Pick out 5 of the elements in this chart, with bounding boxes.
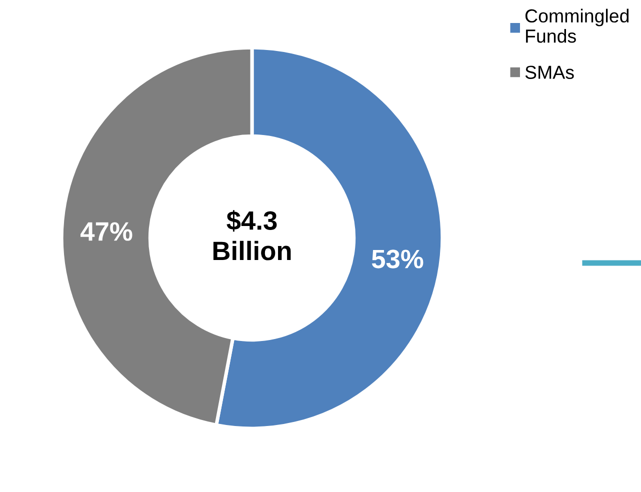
data-label: 53% <box>372 250 424 268</box>
legend-label: SMAs <box>525 66 574 79</box>
text: $4.3 Billion <box>213 210 291 260</box>
data-label: 47% <box>80 222 132 241</box>
legend-label: Commingled Funds <box>525 8 629 43</box>
